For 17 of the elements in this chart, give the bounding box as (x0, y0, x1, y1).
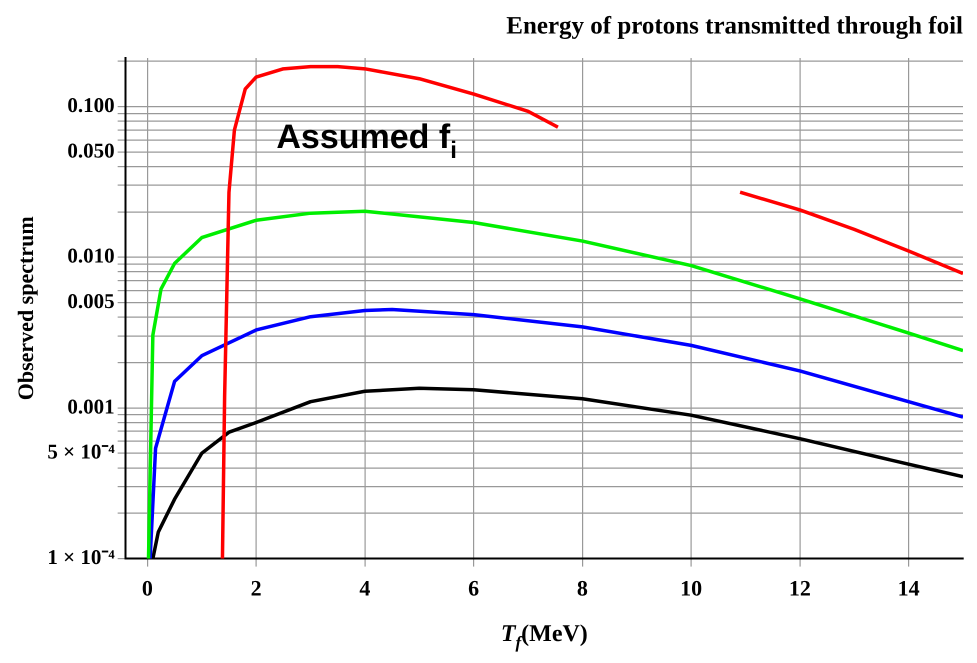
x-tick-label: 10 (680, 575, 702, 600)
x-tick-label: 4 (359, 575, 370, 600)
x-tick-label: 2 (250, 575, 262, 600)
y-tick-label: 0.050 (67, 138, 115, 162)
y-tick-label: 0.001 (67, 394, 115, 418)
y-tick-label: 5 × 10⁻⁴ (47, 440, 116, 464)
y-tick-label: 0.010 (67, 244, 115, 268)
y-tick-label: 0.100 (67, 92, 115, 117)
y-tick-label: 0.005 (67, 289, 115, 314)
y-axis-title: Observed spectrum (12, 216, 38, 400)
x-tick-label: 14 (898, 575, 920, 600)
x-tick-label: 12 (788, 575, 811, 600)
x-tick-label: 0 (142, 575, 153, 600)
x-tick-label: 8 (576, 575, 588, 600)
chart-title: Energy of protons transmitted through foil (506, 12, 964, 40)
x-tick-label: 6 (468, 575, 480, 600)
y-tick-label: 1 × 10⁻⁴ (47, 545, 116, 570)
